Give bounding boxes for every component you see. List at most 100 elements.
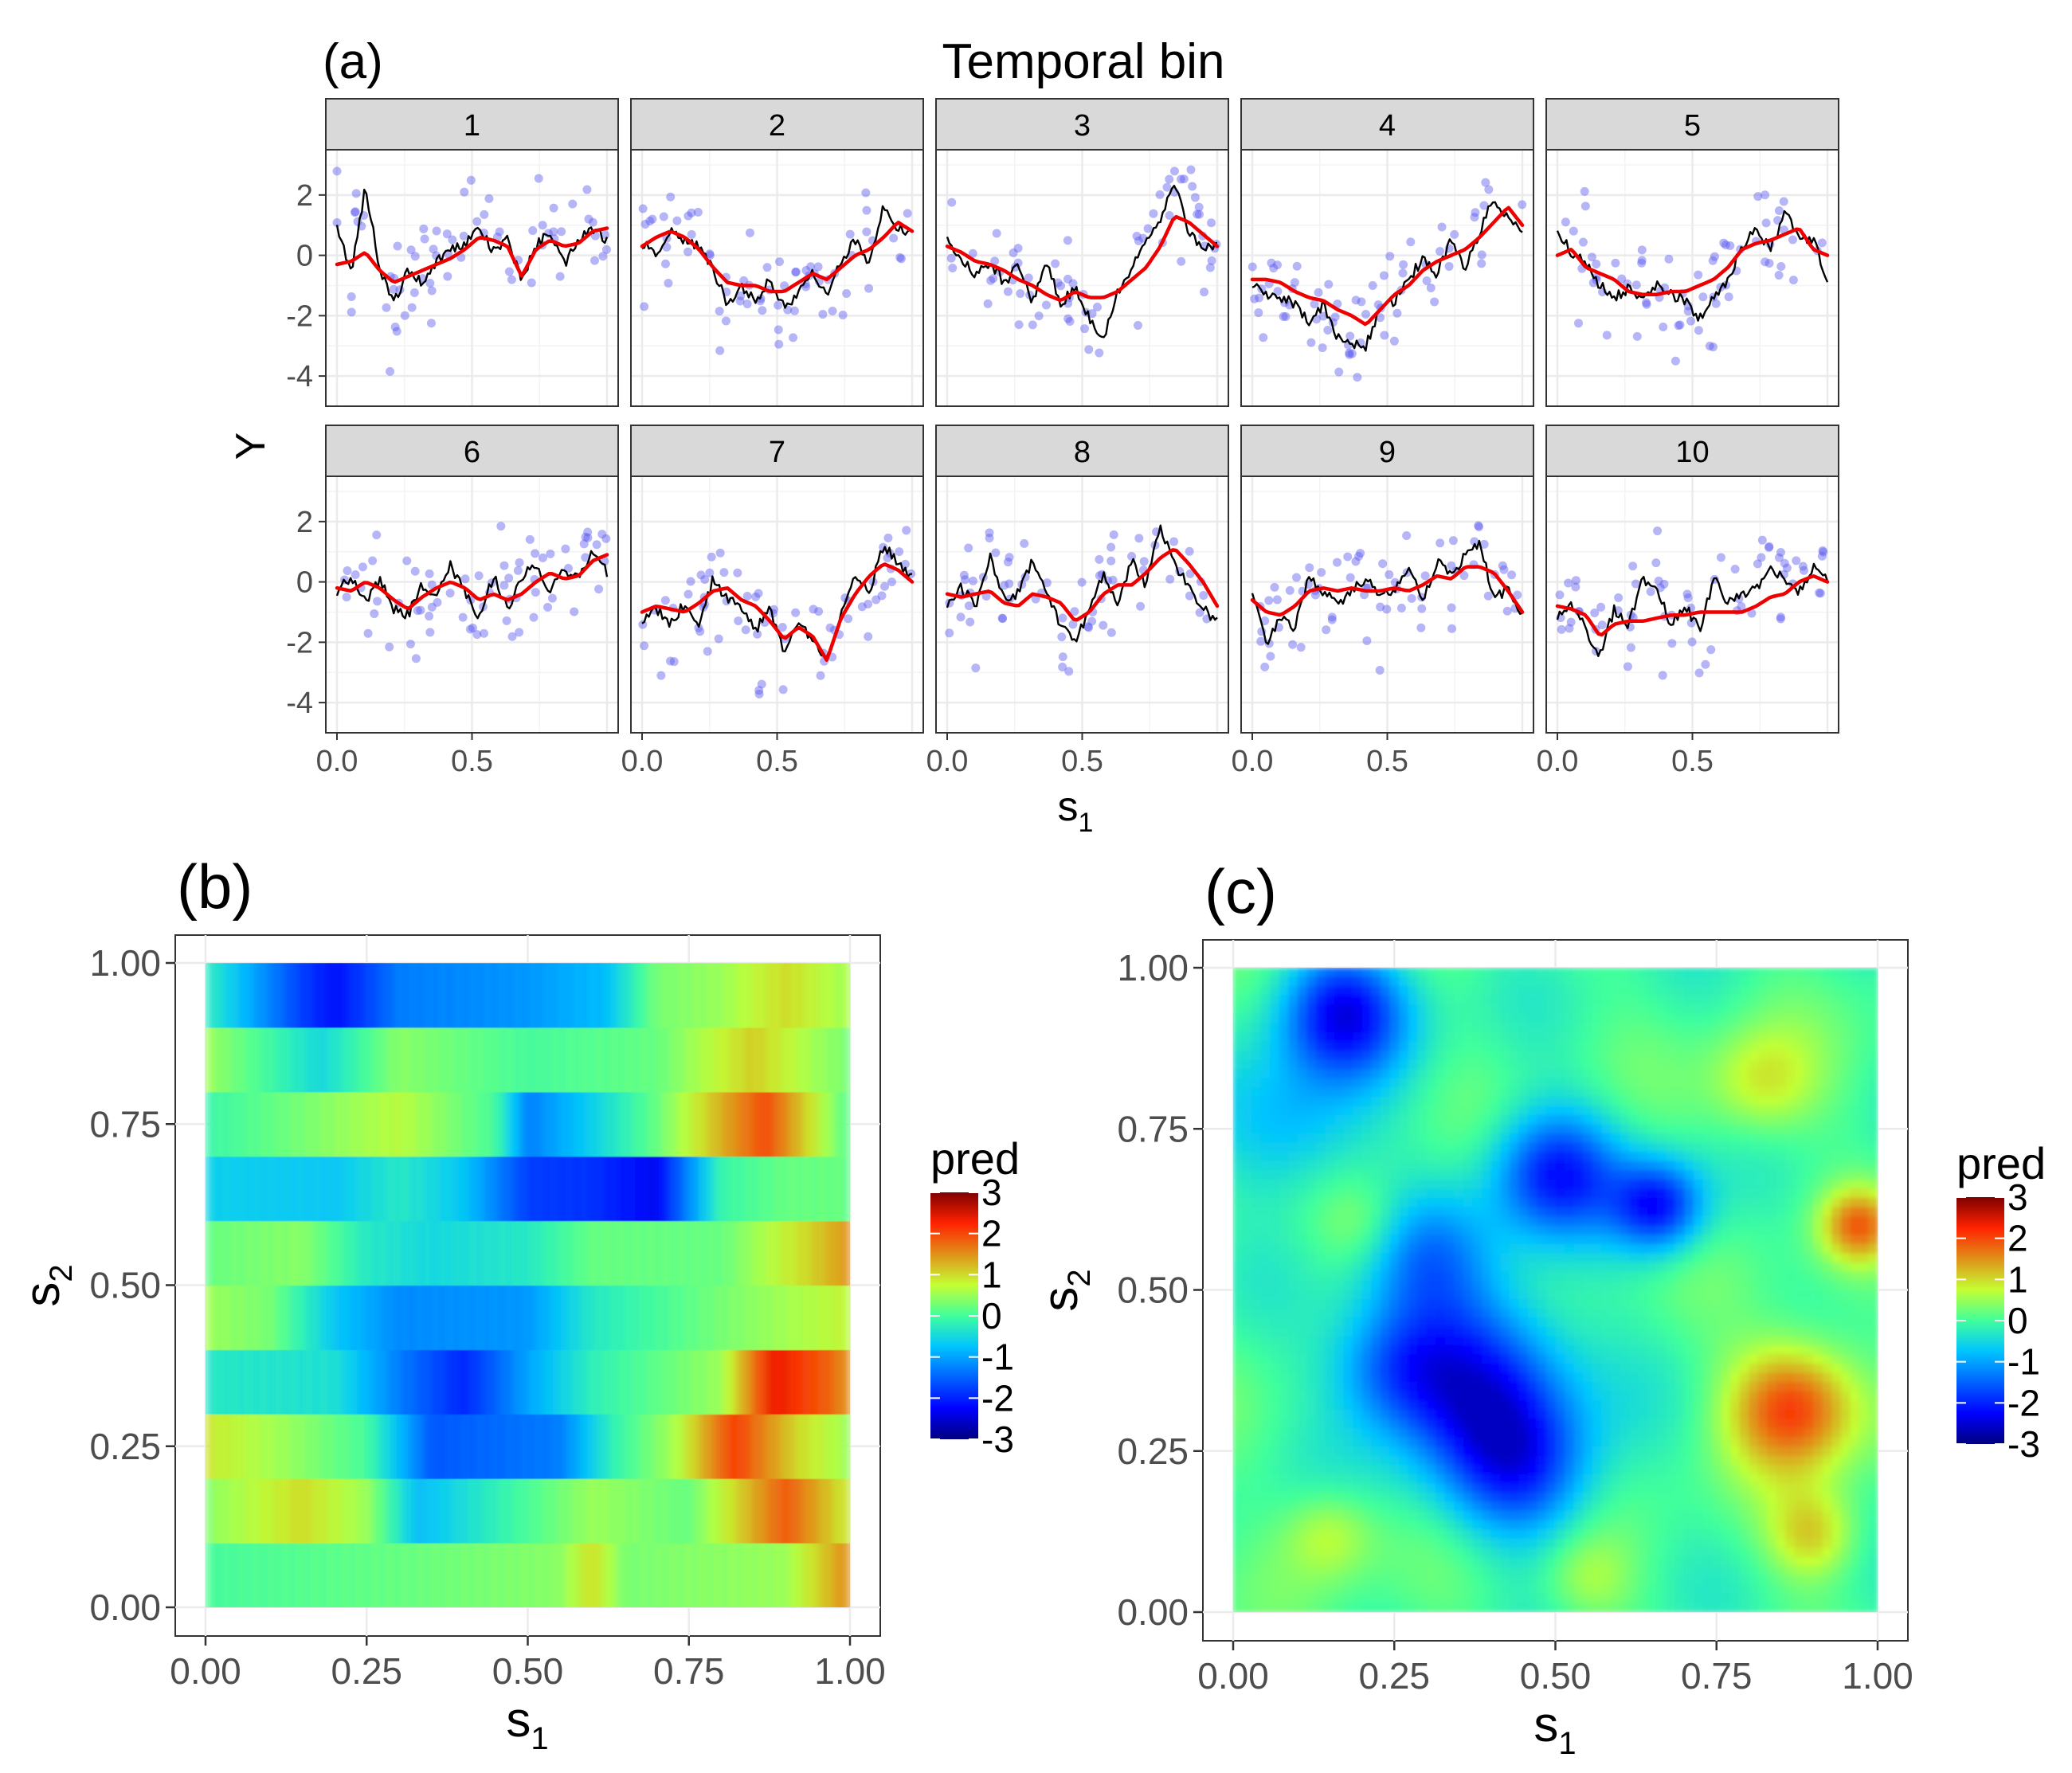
observation-point [1127, 552, 1137, 562]
observation-point [400, 311, 409, 320]
heat-cell [210, 1220, 214, 1286]
heat-cell [1343, 1317, 1353, 1328]
heat-cell [1380, 1354, 1391, 1364]
heat-cell [427, 1220, 432, 1286]
heat-cell [439, 1349, 444, 1415]
observation-point [1507, 570, 1517, 580]
heat-cell [785, 963, 790, 1028]
heat-cell [459, 1027, 464, 1093]
heat-cell [1537, 995, 1547, 1005]
heat-cell [507, 1285, 512, 1350]
heat-cell [1343, 1419, 1353, 1429]
heat-cell [680, 1414, 686, 1479]
heat-cell [390, 1091, 396, 1157]
heat-cell [306, 1414, 311, 1479]
heat-cell [773, 1543, 778, 1607]
heat-cell [1343, 1299, 1353, 1309]
heat-cell [1389, 1308, 1400, 1318]
heat-cell [1518, 1409, 1529, 1419]
heat-cell [269, 1285, 275, 1350]
observation-point [474, 571, 484, 581]
heat-cell [793, 1543, 798, 1607]
heat-cell [302, 1414, 307, 1479]
heat-cell [1537, 1087, 1547, 1098]
heat-cell [592, 1156, 597, 1222]
heat-cell [1444, 1299, 1455, 1309]
heat-cell [688, 1156, 694, 1222]
observation-point [842, 288, 852, 298]
heat-cell [1389, 1262, 1400, 1272]
heat-cell [374, 1349, 380, 1415]
heat-cell [213, 1091, 218, 1157]
heat-cell [1334, 1317, 1345, 1328]
heat-cell [1426, 1593, 1436, 1604]
observation-point [1056, 281, 1066, 291]
heat-cell [1353, 1179, 1363, 1189]
observation-point [1134, 321, 1143, 331]
heat-cell [1537, 1078, 1547, 1088]
heat-cell [334, 1285, 339, 1350]
heat-cell [841, 1414, 847, 1479]
heat-cell [1251, 1400, 1262, 1411]
heat-cell [1260, 1051, 1271, 1061]
observation-point [1084, 623, 1094, 632]
heat-cell [527, 1414, 533, 1479]
heat-cell [1361, 1556, 1372, 1567]
heat-cell [1233, 1584, 1244, 1595]
heat-cell [527, 1478, 533, 1544]
heat-cell [721, 1478, 726, 1544]
heat-cell [1482, 1225, 1492, 1235]
heat-cell [1306, 1078, 1317, 1088]
heat-cell [1408, 1548, 1418, 1558]
heat-cell [1316, 1023, 1326, 1033]
heat-cell [1251, 986, 1262, 996]
heat-cell [612, 1156, 617, 1222]
heat-cell [700, 1091, 706, 1157]
heat-cell [1343, 1271, 1353, 1282]
heat-cell [1242, 1363, 1252, 1374]
heat-cell [1325, 1290, 1335, 1300]
heat-cell [1325, 1317, 1335, 1328]
heat-cell [1242, 1051, 1252, 1061]
observation-point [745, 228, 754, 237]
heat-cell [829, 1220, 835, 1286]
heat-cell [1408, 1059, 1418, 1070]
heat-cell [1288, 1326, 1298, 1337]
observation-point [1264, 596, 1274, 605]
heat-cell [334, 1220, 339, 1286]
heat-cell [1288, 1492, 1298, 1502]
observation-point [1188, 182, 1197, 191]
heat-cell [576, 1543, 581, 1607]
heat-cell [1334, 1124, 1345, 1134]
heat-cell [410, 1478, 416, 1544]
observation-point [1518, 200, 1527, 209]
heat-cell [1444, 1197, 1455, 1208]
heat-cell [785, 1156, 790, 1222]
observation-point [985, 533, 994, 542]
heat-cell [1334, 1013, 1345, 1023]
heat-cell [1242, 1235, 1252, 1245]
observation-point [1255, 293, 1264, 303]
heat-cell [386, 963, 392, 1028]
heat-cell [511, 1543, 516, 1607]
heat-cell [378, 1349, 384, 1415]
heat-cell [1260, 1492, 1271, 1502]
heat-cell [1306, 1041, 1317, 1051]
observation-point [1667, 639, 1677, 648]
heat-cell [765, 1349, 770, 1415]
heat-cell [600, 1091, 605, 1157]
heat-cell [1399, 1409, 1409, 1419]
heat-cell [318, 1220, 323, 1286]
heat-cell [1426, 1051, 1436, 1061]
heat-cell [1233, 1528, 1244, 1540]
heat-cell [1426, 1400, 1436, 1411]
observation-point [1724, 292, 1733, 302]
heat-cell [354, 1478, 359, 1544]
heat-cell [543, 1156, 549, 1222]
observation-point [1683, 307, 1693, 316]
heat-cell [1270, 1160, 1280, 1171]
heat-cell [704, 1349, 710, 1415]
heat-cell [1417, 1031, 1428, 1043]
observation-point [456, 252, 466, 262]
heat-cell [1316, 977, 1326, 987]
